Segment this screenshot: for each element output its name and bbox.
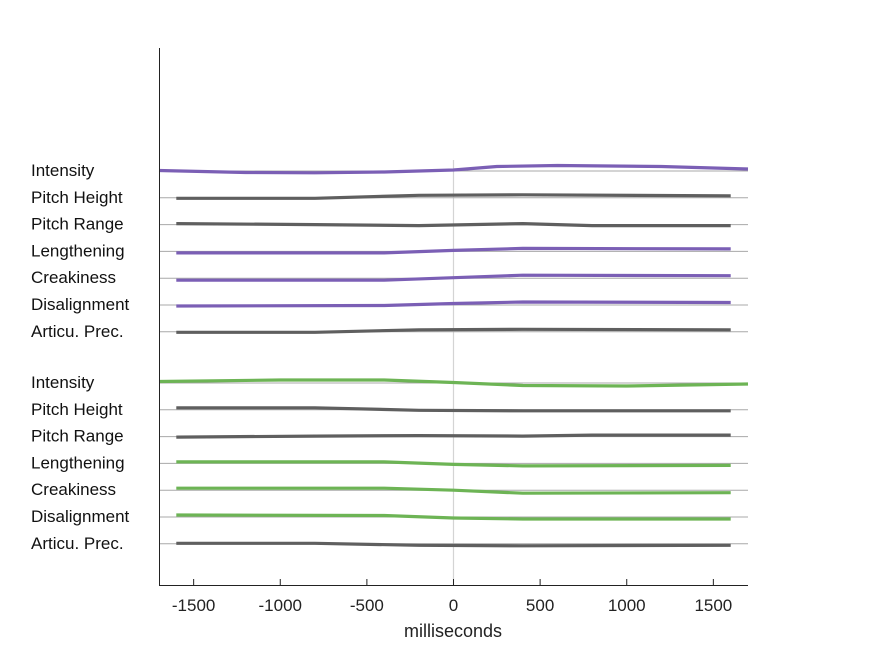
row-label: Articu. Prec. (31, 534, 124, 553)
row-label: Pitch Range (31, 427, 124, 446)
row-label: Pitch Height (31, 400, 123, 419)
row-labels-layer: Intensity Pitch Height Pitch Range Lengthen… (31, 161, 130, 553)
series-line (176, 273, 731, 282)
row-label: Disalignment (31, 507, 130, 526)
series-line (158, 378, 749, 388)
row-label: Intensity (31, 161, 95, 180)
series-line (176, 486, 731, 495)
series-line (176, 327, 731, 334)
series-line (176, 433, 731, 439)
row-label: Lengthening (31, 241, 125, 260)
series-layer (158, 163, 749, 548)
row-label: Disalignment (31, 295, 130, 314)
row-label: Intensity (31, 373, 95, 392)
series-line (176, 300, 731, 308)
x-axis-title: milliseconds (404, 621, 502, 641)
axes-layer (159, 48, 748, 586)
x-tick-label: -1500 (172, 596, 215, 615)
row-label: Pitch Range (31, 215, 124, 234)
series-line (176, 222, 731, 228)
row-label: Creakiness (31, 268, 116, 287)
x-tick-label: 0 (449, 596, 458, 615)
x-tick-label: 500 (526, 596, 554, 615)
x-tick-label: -1000 (259, 596, 302, 615)
x-tick-label: 1000 (608, 596, 646, 615)
series-line (176, 406, 731, 413)
series-line (176, 460, 731, 468)
series-line (158, 163, 749, 175)
row-label: Articu. Prec. (31, 322, 124, 341)
x-ticks-layer: -1500 -1000 -500 0 500 1000 1500 (172, 579, 732, 615)
series-line (176, 513, 731, 521)
series-line (176, 246, 731, 255)
row-label: Pitch Height (31, 188, 123, 207)
x-tick-label: -500 (350, 596, 384, 615)
x-tick-label: 1500 (694, 596, 732, 615)
series-line (176, 541, 731, 548)
row-label: Lengthening (31, 453, 125, 472)
row-label: Creakiness (31, 480, 116, 499)
series-line (176, 193, 731, 200)
